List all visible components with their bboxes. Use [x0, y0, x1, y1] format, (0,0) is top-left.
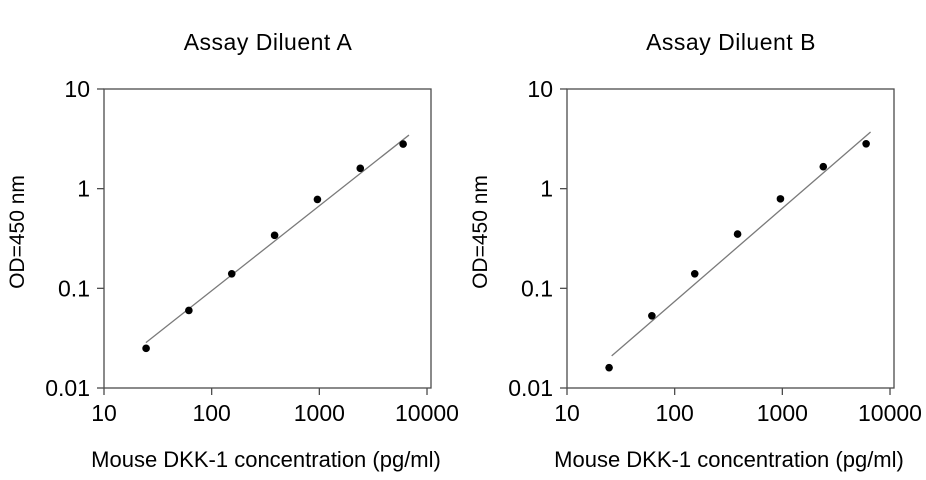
y-tick-label: 0.1 [521, 275, 553, 301]
x-tick-label: 1000 [294, 400, 345, 426]
data-point [356, 164, 365, 173]
data-point [776, 195, 785, 203]
chart-assay-diluent-b: Assay Diluent B OD=450 nm 10 100 1000 10000… [463, 0, 926, 480]
plot-area: 10 100 1000 10000 0.01 0.1 1 10 [45, 76, 459, 426]
data-point [648, 312, 656, 320]
x-tick-label: 1000 [757, 400, 808, 426]
data-point [862, 139, 870, 148]
x-tick-label: 10 [91, 400, 117, 426]
y-tick-label: 1 [77, 176, 90, 202]
data-point [185, 306, 193, 315]
x-tick-label: 100 [192, 400, 230, 426]
x-tick-label: 10000 [395, 400, 459, 426]
x-axis-label: Mouse DKK-1 concentration (pg/ml) [554, 447, 904, 472]
data-point [227, 269, 236, 278]
chart-title: Assay Diluent B [646, 29, 816, 55]
data-point [142, 344, 150, 353]
plot-frame [566, 88, 895, 389]
chart-assay-diluent-a: Assay Diluent A OD=450 nm 10 100 1000 10000… [6, 29, 459, 472]
plot-frame [103, 88, 432, 389]
plot-area: 10 100 1000 10000 0.01 0.1 1 10 [508, 76, 922, 426]
y-tick-label: 1 [540, 176, 553, 202]
y-tick-label: 10 [64, 76, 90, 102]
data-point [313, 195, 322, 204]
trend-line [611, 131, 872, 357]
y-tick-label: 10 [527, 76, 553, 102]
x-tick-label: 10 [554, 400, 580, 426]
x-tick-label: 10000 [858, 400, 922, 426]
chart-title: Assay Diluent A [183, 29, 353, 55]
data-point [733, 230, 742, 238]
data-point [819, 162, 828, 171]
y-tick-label: 0.01 [508, 375, 553, 401]
data-point [690, 269, 699, 278]
y-tick-label: 0.01 [45, 375, 90, 401]
data-point [399, 140, 407, 148]
x-axis-label: Mouse DKK-1 concentration (pg/ml) [91, 447, 441, 472]
y-tick-label: 0.1 [58, 275, 90, 301]
x-tick-label: 100 [655, 400, 693, 426]
data-point [605, 363, 613, 372]
data-point [270, 231, 279, 240]
